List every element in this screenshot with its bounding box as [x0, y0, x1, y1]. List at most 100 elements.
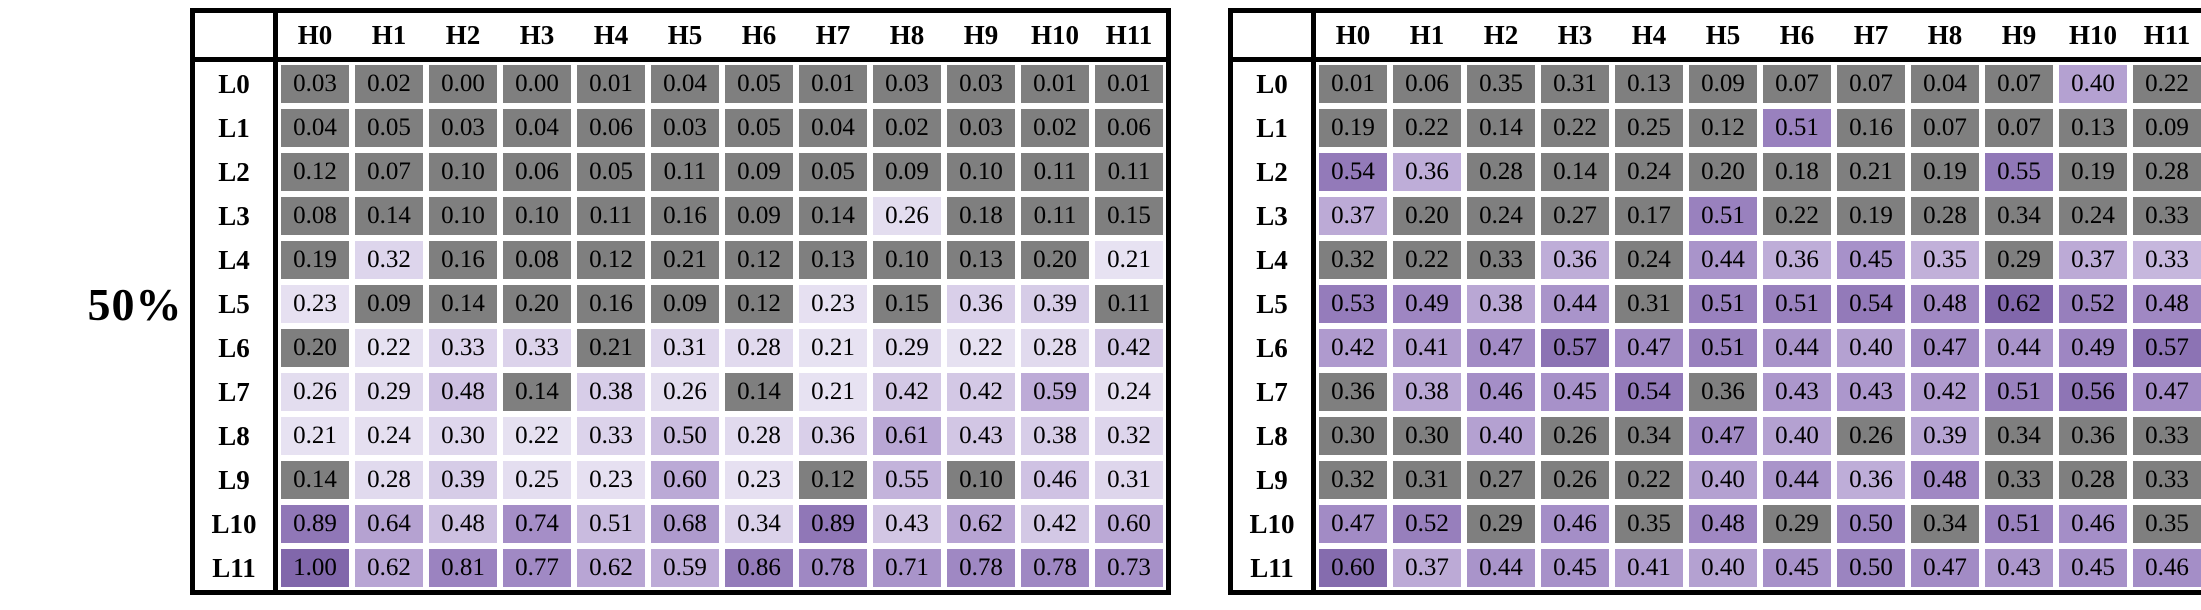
col-header: H8	[889, 19, 925, 50]
heatmap-cell: 0.40	[1763, 417, 1831, 455]
heatmap-cell: 0.60	[651, 461, 719, 499]
heatmap-cell: 0.29	[355, 373, 423, 411]
table-row: L6 0.20 0.22 0.33 0.33 0.21 0.31 0.28 0.21 0.29 0.…	[195, 326, 1166, 370]
heatmap-cell: 0.43	[1837, 373, 1905, 411]
heatmap-cell: 0.20	[503, 285, 571, 323]
heatmap-cell: 0.03	[429, 109, 497, 147]
heatmap-cell: 0.46	[2059, 505, 2127, 543]
header-row: H0 H1 H2 H3 H4 H5 H6 H7 H8 H9 H10 H11	[1233, 13, 2201, 62]
row-header: L11	[195, 546, 278, 590]
row-header: L2	[1233, 150, 1316, 194]
heatmap-cell: 0.01	[799, 65, 867, 103]
heatmap-cell: 0.32	[1319, 461, 1387, 499]
table-row: L0 0.01 0.06 0.35 0.31 0.13 0.09 0.07 0.07 0.04 0.…	[1233, 62, 2201, 106]
heatmap-cell: 0.35	[1467, 65, 1535, 103]
heatmap-cell: 0.60	[1095, 505, 1163, 543]
heatmap-cell: 0.59	[651, 549, 719, 587]
heatmap-cell: 0.01	[1021, 65, 1089, 103]
heatmap-cell: 0.52	[2059, 285, 2127, 323]
heatmap-cell: 0.27	[1541, 197, 1609, 235]
row-header: L3	[1233, 194, 1316, 238]
col-header: H7	[815, 19, 851, 50]
heatmap-cell: 0.51	[1689, 285, 1757, 323]
heatmap-cell: 0.42	[873, 373, 941, 411]
heatmap-cell: 0.47	[1911, 549, 1979, 587]
heatmap-cell: 0.38	[1467, 285, 1535, 323]
heatmap-cell: 0.37	[1319, 197, 1387, 235]
heatmap-cell: 0.89	[799, 505, 867, 543]
heatmap-cell: 0.78	[799, 549, 867, 587]
table-row: L7 0.26 0.29 0.48 0.14 0.38 0.26 0.14 0.21 0.42 0.…	[195, 370, 1166, 414]
heatmap-cell: 0.29	[873, 329, 941, 367]
heatmap-cell: 0.57	[2133, 329, 2201, 367]
heatmap-cell: 0.45	[2059, 549, 2127, 587]
heatmap-cell: 1.00	[281, 549, 349, 587]
table-row: L6 0.42 0.41 0.47 0.57 0.47 0.51 0.44 0.40 0.47 0.…	[1233, 326, 2201, 370]
heatmap-cell: 0.42	[1911, 373, 1979, 411]
heatmap-cell: 0.47	[2133, 373, 2201, 411]
heatmap-cell: 0.46	[1541, 505, 1609, 543]
heatmap-cell: 0.26	[1541, 417, 1609, 455]
table-row: L4 0.19 0.32 0.16 0.08 0.12 0.21 0.12 0.13 0.10 0.…	[195, 238, 1166, 282]
heatmap-cell: 0.44	[1985, 329, 2053, 367]
heatmap-cell: 0.06	[1393, 65, 1461, 103]
heatmap-cell: 0.13	[947, 241, 1015, 279]
heatmap-cell: 0.47	[1319, 505, 1387, 543]
heatmap-cell: 0.68	[651, 505, 719, 543]
heatmap-cell: 0.24	[1615, 153, 1683, 191]
heatmap-cell: 0.12	[725, 241, 793, 279]
heatmap-cell: 0.20	[1689, 153, 1757, 191]
heatmap-cell: 0.11	[1095, 285, 1163, 323]
heatmap-cell: 0.12	[577, 241, 645, 279]
heatmap-cell: 0.06	[1095, 109, 1163, 147]
heatmap-cell: 0.04	[651, 65, 719, 103]
heatmap-cell: 0.22	[1541, 109, 1609, 147]
table-row: L4 0.32 0.22 0.33 0.36 0.24 0.44 0.36 0.45 0.35 0.…	[1233, 238, 2201, 282]
heatmap-cell: 0.09	[2133, 109, 2201, 147]
heatmap-cell: 0.42	[947, 373, 1015, 411]
row-header: L6	[1233, 326, 1316, 370]
heatmap-cell: 0.23	[725, 461, 793, 499]
heatmap-cell: 0.02	[1021, 109, 1089, 147]
heatmap-cell: 0.28	[1911, 197, 1979, 235]
heatmap-cell: 0.55	[1985, 153, 2053, 191]
heatmap-cell: 0.10	[429, 197, 497, 235]
heatmap-cell: 0.33	[2133, 241, 2201, 279]
heatmap-cell: 0.34	[1615, 417, 1683, 455]
heatmap-cell: 0.14	[281, 461, 349, 499]
heatmap-cell: 0.13	[799, 241, 867, 279]
heatmap-cell: 0.33	[2133, 197, 2201, 235]
heatmap-cell: 0.27	[1467, 461, 1535, 499]
heatmap-cell: 0.06	[503, 153, 571, 191]
heatmap-cell: 0.03	[651, 109, 719, 147]
heatmap-cell: 0.28	[1021, 329, 1089, 367]
heatmap-cell: 0.19	[1319, 109, 1387, 147]
heatmap-cell: 0.43	[873, 505, 941, 543]
heatmap-cell: 0.02	[873, 109, 941, 147]
corner-cell	[1233, 13, 1316, 57]
heatmap-cell: 0.33	[1985, 461, 2053, 499]
heatmap-cell: 0.04	[799, 109, 867, 147]
heatmap-cell: 0.43	[947, 417, 1015, 455]
heatmap-cell: 0.78	[947, 549, 1015, 587]
heatmap-cell: 0.37	[2059, 241, 2127, 279]
col-header: H0	[1335, 19, 1371, 50]
heatmap-cell: 0.21	[1095, 241, 1163, 279]
heatmap-cell: 0.48	[429, 373, 497, 411]
heatmap-cell: 0.03	[947, 109, 1015, 147]
heatmap-cell: 0.44	[1467, 549, 1535, 587]
heatmap-cell: 0.43	[1763, 373, 1831, 411]
col-header: H2	[445, 19, 481, 50]
heatmap-cell: 0.21	[651, 241, 719, 279]
table-row: L5 0.53 0.49 0.38 0.44 0.31 0.51 0.51 0.54 0.48 0.…	[1233, 282, 2201, 326]
row-header: L10	[1233, 502, 1316, 546]
heatmap-cell: 0.19	[281, 241, 349, 279]
heatmap-cell: 0.49	[2059, 329, 2127, 367]
heatmap-cell: 0.40	[1689, 461, 1757, 499]
heatmap-cell: 0.16	[1837, 109, 1905, 147]
table-row: L1 0.04 0.05 0.03 0.04 0.06 0.03 0.05 0.04 0.02 0.…	[195, 106, 1166, 150]
heatmap-cell: 0.10	[947, 461, 1015, 499]
heatmap-cell: 0.22	[1763, 197, 1831, 235]
heatmap-cell: 0.81	[429, 549, 497, 587]
heatmap-cell: 0.13	[1615, 65, 1683, 103]
